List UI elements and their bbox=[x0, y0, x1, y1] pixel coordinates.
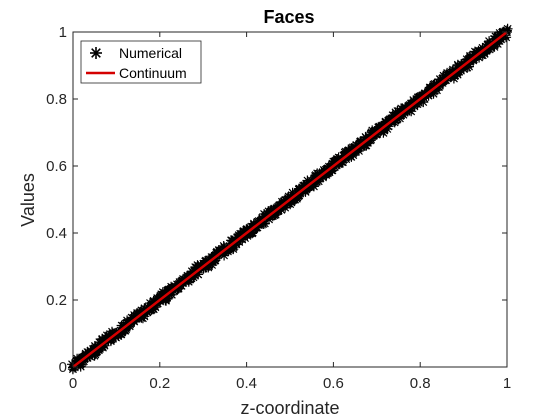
numerical-point bbox=[124, 321, 135, 332]
numerical-point bbox=[413, 97, 424, 108]
numerical-point bbox=[115, 329, 126, 340]
numerical-point bbox=[481, 45, 492, 56]
numerical-point bbox=[294, 190, 305, 201]
numerical-point bbox=[447, 64, 458, 75]
legend-box bbox=[80, 40, 202, 84]
numerical-point bbox=[418, 97, 429, 108]
y-axis: 0 0.2 0.4 0.6 0.8 1 bbox=[46, 24, 507, 376]
numerical-point bbox=[276, 204, 287, 215]
numerical-point bbox=[120, 325, 131, 336]
y-tick-label: 0.8 bbox=[46, 91, 67, 108]
numerical-point bbox=[383, 121, 394, 132]
numerical-point bbox=[106, 334, 117, 345]
numerical-point bbox=[85, 345, 96, 356]
plot-area bbox=[67, 23, 513, 375]
numerical-point bbox=[96, 341, 107, 352]
numerical-point bbox=[203, 260, 214, 271]
y-tick-label: 1 bbox=[59, 24, 67, 41]
numerical-point bbox=[398, 109, 409, 120]
x-tick-label: 0.4 bbox=[236, 375, 257, 392]
x-tick-label: 0.8 bbox=[410, 375, 431, 392]
numerical-point bbox=[404, 105, 415, 116]
numerical-point bbox=[186, 273, 197, 284]
legend-numerical-marker bbox=[90, 47, 102, 59]
legend: Numerical Continuum bbox=[80, 40, 202, 84]
numerical-point bbox=[237, 234, 248, 245]
numerical-point bbox=[150, 302, 161, 313]
y-tick-label: 0 bbox=[59, 359, 67, 376]
numerical-point bbox=[219, 250, 230, 261]
numerical-point bbox=[501, 32, 512, 43]
numerical-point bbox=[269, 203, 279, 214]
y-tick-label: 0.4 bbox=[46, 225, 67, 242]
continuum-line bbox=[72, 31, 508, 368]
legend-numerical-label: Numerical bbox=[119, 45, 182, 61]
numerical-point bbox=[78, 356, 89, 367]
chart-title: Faces bbox=[263, 7, 314, 27]
numerical-point bbox=[496, 34, 506, 45]
x-axis: 0 0.2 0.4 0.6 0.8 1 bbox=[69, 32, 511, 392]
x-axis-label: z-coordinate bbox=[240, 398, 339, 418]
numerical-point bbox=[136, 312, 147, 323]
x-tick-label: 1 bbox=[503, 375, 511, 392]
numerical-point bbox=[333, 152, 344, 163]
x-tick-label: 0.6 bbox=[323, 375, 344, 392]
numerical-point bbox=[408, 97, 419, 108]
numerical-point bbox=[145, 298, 155, 309]
numerical-point bbox=[227, 235, 237, 246]
numerical-point bbox=[252, 222, 263, 233]
numerical-point bbox=[166, 289, 177, 300]
numerical-point bbox=[110, 331, 121, 342]
numerical-point bbox=[259, 218, 270, 229]
numerical-point bbox=[139, 311, 150, 322]
numerical-point bbox=[287, 187, 298, 198]
numerical-point bbox=[392, 106, 403, 116]
x-tick-label: 0 bbox=[69, 375, 77, 392]
numerical-point bbox=[193, 269, 203, 280]
numerical-point bbox=[230, 238, 241, 248]
y-tick-label: 0.2 bbox=[46, 292, 67, 309]
numerical-point bbox=[394, 113, 405, 124]
numerical-point bbox=[148, 297, 159, 307]
numerical-point bbox=[361, 140, 372, 151]
numerical-point bbox=[366, 134, 377, 145]
numerical-point bbox=[317, 171, 328, 182]
numerical-point bbox=[273, 205, 284, 216]
numerical-point bbox=[280, 202, 291, 213]
numerical-point bbox=[148, 303, 159, 314]
numerical-point bbox=[492, 39, 503, 49]
y-tick-label: 0.6 bbox=[46, 158, 67, 175]
numerical-point bbox=[201, 261, 212, 272]
legend-continuum-label: Continuum bbox=[119, 65, 187, 81]
x-tick-label: 0.2 bbox=[149, 375, 170, 392]
numerical-point bbox=[371, 129, 382, 140]
y-axis-label: Values bbox=[18, 173, 38, 227]
